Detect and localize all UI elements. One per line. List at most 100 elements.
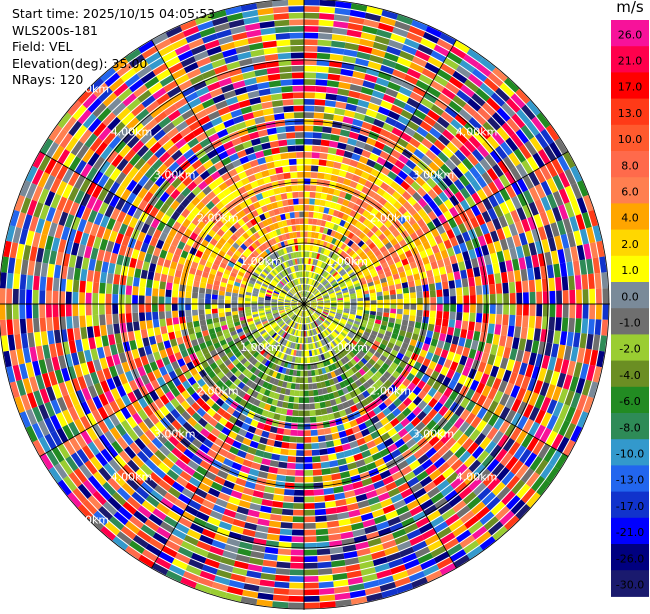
gate-cell: [384, 295, 390, 300]
gate-cell: [283, 502, 294, 508]
gate-cell: [531, 254, 539, 267]
gate-cell: [159, 296, 165, 304]
gate-cell: [304, 0, 320, 6]
gate-cell: [462, 347, 470, 357]
gate-cell: [92, 304, 98, 315]
gate-cell: [304, 602, 320, 608]
gate-cell: [128, 331, 135, 341]
gate-cell: [296, 457, 304, 463]
gate-cell: [318, 33, 332, 40]
gate-cell: [442, 319, 449, 327]
gate-cell: [408, 321, 415, 328]
gate-cell: [110, 344, 118, 355]
gate-cell: [145, 304, 151, 312]
gate-cell: [410, 310, 416, 316]
gate-cell: [304, 470, 313, 476]
gate-cell: [192, 315, 198, 321]
gate-cell: [317, 173, 324, 179]
gate-cell: [390, 294, 396, 299]
gate-cell: [324, 107, 335, 114]
gate-cell: [304, 125, 313, 131]
gate-cell: [277, 468, 287, 475]
gate-cell: [319, 159, 327, 166]
gate-cell: [454, 328, 461, 337]
gate-cell: [308, 225, 312, 231]
gate-cell: [326, 93, 338, 100]
gate-cell: [268, 433, 276, 440]
gate-cell: [212, 294, 218, 299]
gate-cell: [66, 316, 73, 329]
gate-cell: [33, 304, 39, 318]
gate-cell: [473, 331, 480, 341]
gate-cell: [99, 314, 105, 325]
gate-cell: [423, 310, 429, 317]
gate-cell: [292, 523, 304, 529]
gate-cell: [72, 304, 78, 316]
gate-cell: [219, 312, 225, 317]
gate-cell: [304, 232, 308, 238]
gate-cell: [310, 192, 316, 198]
gate-cell: [319, 153, 327, 160]
gate-cell: [321, 468, 331, 475]
gate-cell: [516, 293, 522, 304]
gate-cell: [503, 293, 509, 304]
gate-cell: [319, 442, 327, 449]
gate-cell: [443, 289, 449, 297]
gate-cell: [575, 275, 582, 290]
gate-cell: [563, 290, 569, 304]
gate-cell: [43, 345, 51, 360]
gate-cell: [192, 304, 198, 310]
gate-cell: [316, 535, 329, 542]
gate-cell: [283, 496, 294, 502]
gate-cell: [506, 336, 514, 348]
gate-cell: [185, 310, 191, 316]
gate-cell: [74, 268, 81, 281]
gate-cell: [315, 86, 327, 92]
gate-cell: [7, 273, 14, 289]
gate-cell: [290, 569, 304, 575]
gate-cell: [14, 334, 22, 350]
gate-cell: [82, 338, 90, 350]
gate-cell: [335, 593, 351, 601]
gate-cell: [313, 476, 323, 482]
gate-cell: [551, 250, 559, 264]
gate-cell: [344, 490, 355, 498]
gate-cell: [36, 248, 44, 263]
gate-cell: [245, 301, 251, 304]
gate-cell: [253, 456, 263, 464]
gate-cell: [146, 279, 153, 288]
gate-cell: [409, 286, 415, 292]
gate-cell: [33, 290, 39, 304]
gate-cell: [232, 296, 238, 300]
gate-cell: [580, 259, 588, 274]
gate-cell: [66, 279, 73, 292]
gate-cell: [263, 560, 277, 567]
gate-cell: [377, 304, 383, 308]
gate-cell: [489, 284, 495, 294]
gate-cell: [569, 290, 575, 304]
gate-cell: [322, 415, 329, 422]
gate-cell: [327, 447, 336, 454]
gate-cell: [162, 266, 169, 275]
gate-cell: [315, 516, 327, 522]
gate-cell: [488, 274, 495, 285]
gate-cell: [304, 569, 318, 575]
gate-cell: [338, 82, 350, 90]
gate-cell: [346, 564, 361, 572]
gate-cell: [357, 298, 363, 301]
gate-cell: [273, 494, 284, 501]
gate-cell: [272, 501, 283, 508]
gate-cell: [13, 319, 20, 334]
gate-cell: [319, 20, 334, 27]
gate-cell: [142, 337, 149, 347]
gate-cell: [433, 268, 440, 276]
gate-cell: [452, 336, 459, 345]
gate-cell: [304, 490, 314, 496]
gate-cell: [107, 324, 114, 335]
gate-cell: [212, 290, 218, 295]
gate-cell: [326, 160, 334, 167]
gate-cell: [304, 530, 316, 536]
gate-cell: [289, 583, 304, 589]
gate-cell: [304, 477, 313, 483]
gate-cell: [333, 162, 342, 169]
